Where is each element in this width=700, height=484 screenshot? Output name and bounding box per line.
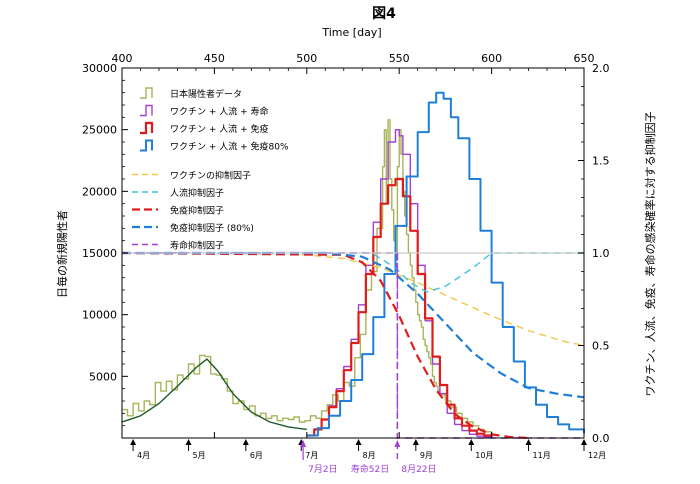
legend-item-5: ワクチンの抑制因子 xyxy=(132,170,251,182)
month-marker-label-3: 6月 xyxy=(250,451,263,460)
legend-swatch-2 xyxy=(140,104,153,117)
legend-item-9: 寿命抑制因子 xyxy=(132,240,224,252)
left-tick-label-2: 10000 xyxy=(82,309,117,322)
legend-label-2: ワクチン + 人流 + 寿命 xyxy=(170,106,269,118)
left-axis-label: 日毎の新規陽性者 xyxy=(55,210,69,298)
left-tick-label-5: 25000 xyxy=(82,124,117,137)
month-marker-arrow-3 xyxy=(242,439,249,445)
left-tick-label-1: 5000 xyxy=(89,370,117,383)
annotation-peak-label: 8月22日 xyxy=(401,464,436,475)
legend-item-7: 免疫抑制因子 xyxy=(132,205,224,217)
axis-ticks-layer: 400 450 500 550 600 650 5000 10000 15000 20000 250… xyxy=(82,52,610,445)
month-marker-label-9: 12月 xyxy=(588,451,606,460)
right-tick-label-4: 1.5 xyxy=(592,155,610,168)
legend-label-3: ワクチン + 人流 + 免疫 xyxy=(170,123,269,135)
legend-label-6: 人流抑制因子 xyxy=(170,187,224,199)
top-tick-label-1: 400 xyxy=(112,52,133,65)
top-tick-label-3: 500 xyxy=(296,52,317,65)
legend-item-6: 人流抑制因子 xyxy=(132,187,224,199)
series-line-7 xyxy=(121,251,529,440)
series-line-6 xyxy=(122,252,584,293)
month-marker-label-5: 8月 xyxy=(363,451,376,460)
series-line-4 xyxy=(306,91,585,437)
top-axis-label: Time [day] xyxy=(321,26,381,39)
top-tick-label-6: 650 xyxy=(574,52,595,65)
month-marker-label-7: 10月 xyxy=(475,451,493,460)
legend-item-2: ワクチン + 人流 + 寿命 xyxy=(140,104,269,118)
legend-swatch-4 xyxy=(140,139,153,152)
month-marker-label-2: 5月 xyxy=(193,451,206,460)
series-line-8 xyxy=(122,251,585,399)
month-marker-arrow-8 xyxy=(525,439,532,445)
series-line-1 xyxy=(122,119,493,435)
annotation-duration-label: 寿命52日 xyxy=(351,463,389,475)
legend-item-8: 免疫抑制因子 (80%) xyxy=(132,222,254,234)
legend-label-5: ワクチンの抑制因子 xyxy=(170,170,251,182)
legend-label-4: ワクチン + 人流 + 免疫80% xyxy=(170,141,289,153)
annotation-start-label: 7月2日 xyxy=(308,464,337,475)
month-marker-label-8: 11月 xyxy=(533,451,551,460)
left-tick-label-3: 15000 xyxy=(82,247,117,260)
series-lines-layer xyxy=(121,91,585,440)
right-tick-label-3: 1.0 xyxy=(592,247,610,260)
plot-frame xyxy=(121,67,585,439)
left-tick-label-6: 30000 xyxy=(82,62,117,75)
chart-title: 図4 xyxy=(372,6,396,22)
top-tick-label-4: 550 xyxy=(389,52,410,65)
month-marker-arrow-6 xyxy=(412,439,419,445)
right-axis-label: ワクチン、人流、免疫、寿命の感染確率に対する抑制因子 xyxy=(643,111,657,396)
month-marker-label-1: 4月 xyxy=(137,451,150,460)
top-tick-label-2: 450 xyxy=(204,52,225,65)
legend-label-7: 免疫抑制因子 xyxy=(170,205,224,217)
annotation-start-arrow xyxy=(300,440,307,447)
legend-label-9: 寿命抑制因子 xyxy=(170,240,224,252)
series-line-10 xyxy=(121,358,307,431)
legend-item-1: 日本陽性者データ xyxy=(140,87,242,100)
month-marker-label-6: 9月 xyxy=(420,451,433,460)
legend-label-8: 免疫抑制因子 (80%) xyxy=(170,222,254,234)
top-tick-label-5: 600 xyxy=(481,52,502,65)
legend-swatch-3 xyxy=(140,121,154,135)
legend-swatch-1 xyxy=(140,87,153,99)
right-tick-label-1: 0.0 xyxy=(592,432,610,445)
left-tick-label-4: 20000 xyxy=(82,185,117,198)
month-marker-arrow-5 xyxy=(355,439,362,445)
month-marker-arrow-7 xyxy=(468,439,475,445)
legend-item-4: ワクチン + 人流 + 免疫80% xyxy=(140,139,289,153)
series-line-2 xyxy=(306,129,493,438)
legend-item-3: ワクチン + 人流 + 免疫 xyxy=(140,121,269,135)
right-tick-label-2: 0.5 xyxy=(592,340,610,353)
series-line-3 xyxy=(306,177,493,437)
legend-label-1: 日本陽性者データ xyxy=(170,88,242,100)
month-marker-arrow-1 xyxy=(130,439,137,445)
right-tick-label-5: 2.0 xyxy=(592,62,610,75)
month-markers-layer: 4月 5月 6月 7月 8月 9月 10月 11月 12月 xyxy=(130,439,606,460)
month-marker-arrow-9 xyxy=(581,439,587,445)
month-marker-label-4: 7月 xyxy=(305,451,318,460)
annotation-peak-arrow xyxy=(394,440,401,447)
annotations-layer: 7月2日 寿命52日 8月22日 xyxy=(300,253,437,475)
month-marker-arrow-2 xyxy=(185,439,192,445)
